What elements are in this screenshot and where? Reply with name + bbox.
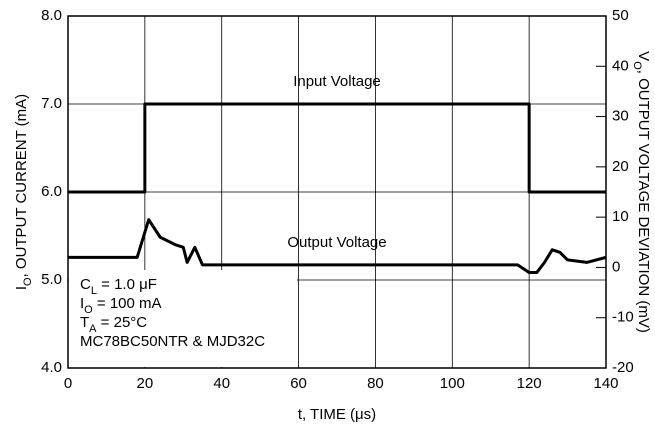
annotation-main: I: [80, 295, 84, 312]
y2-tick-label: 0: [612, 258, 620, 275]
annotation-main: C: [80, 276, 91, 293]
y2-tick-label: 50: [612, 7, 629, 24]
annotation-sub: O: [84, 304, 93, 316]
x-tick-label: 60: [290, 375, 307, 392]
y2-tick-label: 10: [612, 208, 629, 225]
x-tick-label: 80: [367, 375, 384, 392]
y-axis-label-sub: O: [22, 277, 34, 286]
x-tick-label: 140: [593, 375, 618, 392]
annotation-rest: = 25°C: [97, 314, 148, 331]
y-tick-label: 4.0: [41, 359, 62, 376]
annotation-rest: = 100 mA: [93, 295, 162, 312]
y-tick-label: 6.0: [41, 183, 62, 200]
y-axis-label-rest: , OUTPUT CURRENT (mA): [13, 94, 30, 278]
annotation: TA = 25°C: [80, 314, 147, 335]
x-tick-label: 20: [137, 375, 154, 392]
y2-tick-label: 20: [612, 158, 629, 175]
annotation: CL = 1.0 μF: [80, 276, 157, 297]
x-tick-label: 40: [213, 375, 230, 392]
y2-axis-label-main: V: [635, 51, 652, 61]
y2-tick-label: -10: [612, 309, 634, 326]
annotation-main: T: [80, 314, 89, 331]
y-tick-label: 7.0: [41, 95, 62, 112]
annotation-sub: L: [91, 285, 97, 297]
x-tick-label: 0: [64, 375, 72, 392]
y-axis-label: IO, OUTPUT CURRENT (mA): [13, 94, 34, 290]
series-label: Input Voltage: [293, 73, 381, 90]
y2-tick-label: 40: [612, 57, 629, 74]
series-line: [68, 218, 607, 274]
annotation-rest: = 1.0 μF: [97, 276, 157, 293]
annotation-sub: A: [89, 323, 97, 335]
series-label: Output Voltage: [287, 234, 386, 251]
y-tick-label: 5.0: [41, 271, 62, 288]
series-line: [68, 102, 606, 194]
y2-axis-label-rest: , OUTPUT VOLTAGE DEVIATION (mV): [635, 70, 652, 333]
y2-tick-label: -20: [612, 359, 634, 376]
y2-axis-label-sub: O: [631, 61, 643, 70]
y-tick-label: 8.0: [41, 7, 62, 24]
x-tick-label: 100: [440, 375, 465, 392]
annotation-box: [69, 270, 297, 367]
y2-tick-label: 30: [612, 108, 629, 125]
annotation: IO = 100 mA: [80, 295, 162, 316]
y2-axis-label: VO, OUTPUT VOLTAGE DEVIATION (mV): [631, 51, 652, 333]
x-axis-label: t, TIME (μs): [298, 406, 376, 423]
annotation: MC78BC50NTR & MJD32C: [80, 333, 265, 350]
annotation-main: MC78BC50NTR & MJD32C: [80, 333, 265, 350]
x-tick-label: 120: [517, 375, 542, 392]
y-axis-label-main: I: [13, 286, 30, 290]
